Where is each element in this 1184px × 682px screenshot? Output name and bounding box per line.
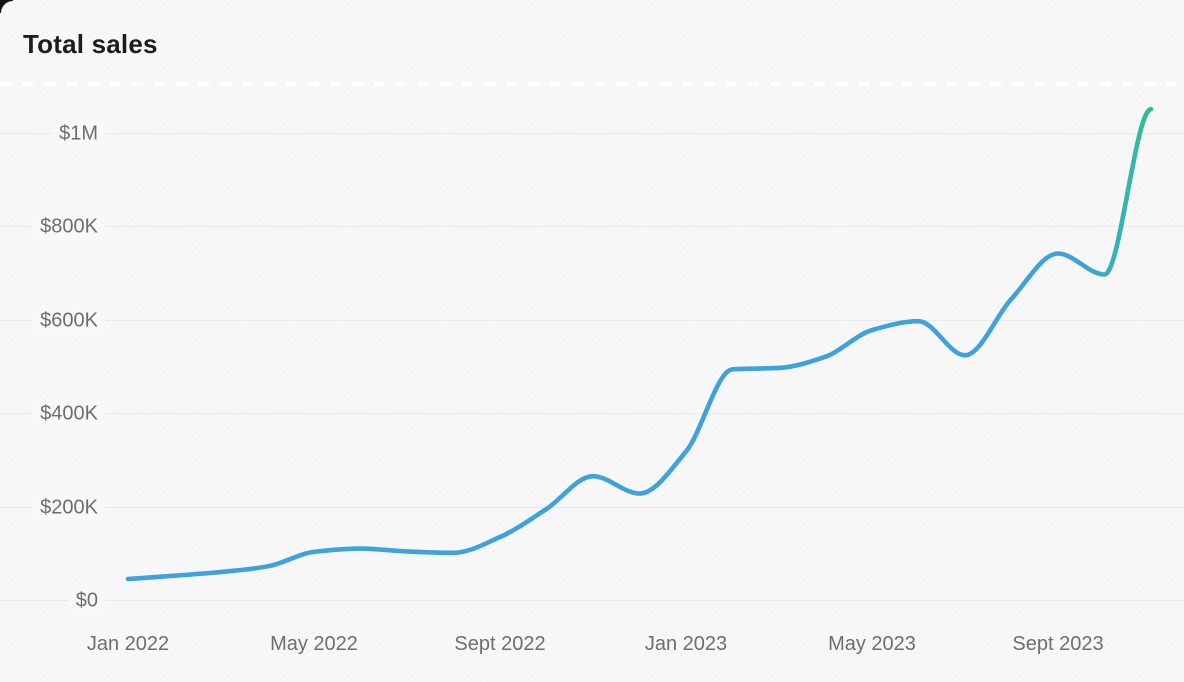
y-tick-label: $800K [0,213,105,241]
x-tick-label: Jan 2022 [86,633,170,655]
y-tick-label: $600K [0,307,105,335]
x-tick-label: Sept 2022 [454,633,546,655]
y-tick-label: $400K [0,400,105,428]
x-tick-label: Sept 2023 [1012,633,1104,655]
y-tick-label: $200K [0,494,105,522]
gridline [0,319,1184,321]
x-tick-label: May 2022 [270,633,358,655]
chart-title: Total sales [23,29,158,59]
y-tick-label: $1M [0,120,105,148]
x-tick-label: Jan 2023 [644,633,728,655]
y-tick-label: $0 [0,587,105,615]
dashed-guide-line [0,82,1184,86]
gridline [0,133,1184,134]
gridline [0,226,1184,228]
x-tick-label: May 2023 [828,633,916,655]
gridline [0,506,1184,508]
gridline [0,600,1184,601]
window-rounded-corner [0,0,13,13]
gridline [0,413,1184,415]
sales-line-path [125,106,1154,582]
